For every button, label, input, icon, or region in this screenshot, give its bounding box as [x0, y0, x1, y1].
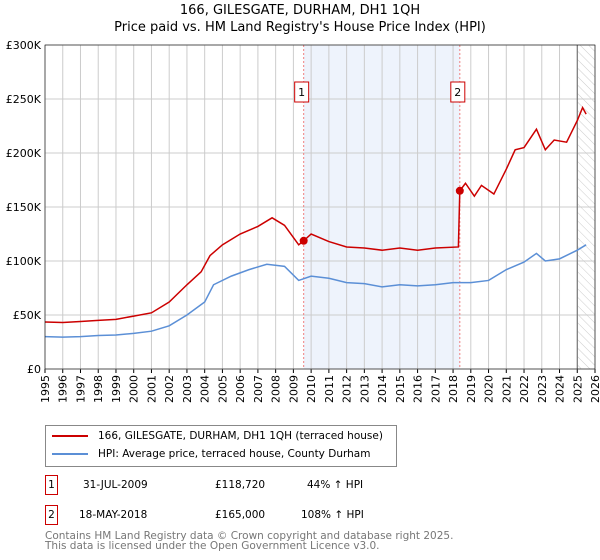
x-tick-label: 2016	[412, 375, 425, 403]
x-tick-label: 2024	[554, 375, 567, 403]
sale-label-box	[294, 81, 310, 103]
x-tick-label: 2012	[341, 375, 354, 403]
x-tick-label: 2018	[447, 375, 460, 403]
plot-area: 1995 1996 1997 1998 1999 2000 2001 2002 2003 2004…	[6, 39, 600, 403]
sale-label-box	[450, 81, 466, 103]
sale-marker-box: 2	[45, 505, 58, 525]
x-tick-label: 2001	[145, 375, 158, 403]
x-tick-label: 2010	[305, 375, 318, 403]
x-tick-label: 2019	[465, 375, 478, 403]
x-tick-label: 2007	[252, 375, 265, 403]
footer-line: Contains HM Land Registry data © Crown c…	[45, 530, 454, 542]
chart-title: 166, GILESGATE, DURHAM, DH1 1QH	[179, 3, 421, 18]
x-tick-label: 2025	[571, 375, 584, 403]
sale-date: 31-JUL-2009	[83, 479, 148, 491]
x-tick-label: 1996	[57, 375, 70, 403]
plot-frame	[44, 44, 596, 370]
legend-label: 166, GILESGATE, DURHAM, DH1 1QH (terrace…	[98, 430, 383, 442]
x-tick-label: 2008	[270, 375, 283, 403]
sale-hpi-change: 108% ↑ HPI	[301, 509, 364, 521]
series-line	[44, 244, 587, 338]
legend: 166, GILESGATE, DURHAM, DH1 1QH (terrace…	[45, 425, 397, 467]
x-tick-label: 2003	[181, 375, 194, 403]
sale-date: 18-MAY-2018	[79, 509, 148, 521]
y-tick-label: £150K	[6, 201, 42, 214]
table-row: 1 31-JUL-2009 £118,720 44% ↑ HPI	[45, 475, 445, 495]
x-tick-label: 1995	[39, 375, 52, 403]
legend-item-property: 166, GILESGATE, DURHAM, DH1 1QH (terrace…	[52, 430, 383, 442]
sale-hpi-change: 44% ↑ HPI	[307, 479, 364, 491]
x-tick-label: 1999	[110, 375, 123, 403]
x-tick-label: 1997	[74, 375, 87, 403]
chart-subtitle: Price paid vs. HM Land Registry's House …	[114, 20, 486, 35]
y-tick-label: £250K	[6, 93, 42, 106]
x-tick-label: 2022	[518, 375, 531, 403]
x-tick-label: 2009	[287, 375, 300, 403]
x-tick-label: 2011	[323, 375, 336, 403]
x-tick-label: 2021	[500, 375, 513, 403]
legend-swatch-blue	[52, 453, 88, 455]
table-row: 2 18-MAY-2018 £165,000 108% ↑ HPI	[45, 505, 445, 525]
x-tick-label: 2017	[429, 375, 442, 403]
x-tick-label: 2020	[483, 375, 496, 403]
x-tick-label: 2015	[394, 375, 407, 403]
x-tick-label: 2013	[358, 375, 371, 403]
x-tick-label: 2000	[128, 375, 141, 403]
y-tick-label: £200K	[6, 147, 42, 160]
sale-price: £118,720	[215, 479, 266, 491]
y-tick-label: £0	[27, 363, 41, 376]
sale-point	[299, 236, 308, 245]
sale-marker-box: 1	[45, 475, 58, 495]
x-tick-label: 2005	[216, 375, 229, 403]
x-tick-label: 2026	[589, 375, 600, 403]
x-tick-label: 1998	[92, 375, 105, 403]
series-line	[44, 105, 587, 324]
legend-item-hpi: HPI: Average price, terraced house, Coun…	[52, 448, 370, 460]
legend-swatch-red	[52, 435, 88, 437]
y-tick-label: £100K	[6, 255, 42, 268]
x-tick-label: 2006	[234, 375, 247, 403]
x-tick-label: 2014	[376, 375, 389, 403]
sale-label: 1	[298, 86, 305, 99]
sale-label: 2	[454, 86, 461, 99]
x-tick-label: 2023	[536, 375, 549, 403]
sale-price: £165,000	[215, 509, 266, 521]
x-tick-label: 2004	[199, 375, 212, 403]
x-tick-label: 2002	[163, 375, 176, 403]
y-tick-label: £50K	[13, 309, 42, 322]
legend-label: HPI: Average price, terraced house, Coun…	[98, 448, 371, 460]
footer: Contains HM Land Registry data © Crown c…	[45, 530, 454, 552]
footer-line: This data is licensed under the Open Gov…	[45, 540, 380, 552]
sale-point	[455, 186, 464, 195]
y-tick-label: £300K	[6, 39, 42, 52]
